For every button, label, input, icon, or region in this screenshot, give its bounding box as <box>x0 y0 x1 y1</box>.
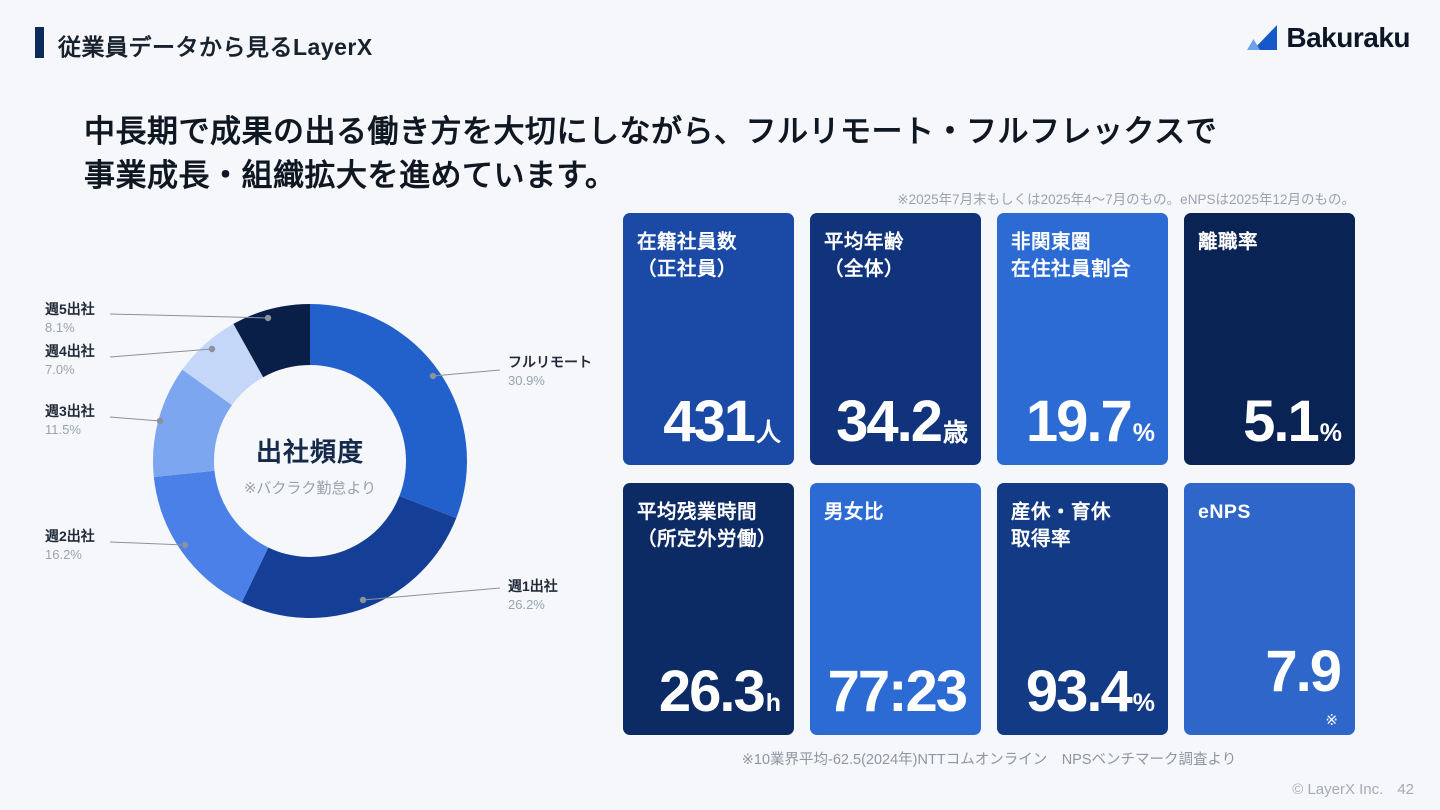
stat-card-value: 34.2歳 <box>836 389 968 454</box>
stats-grid: 在籍社員数 （正社員） 431人 平均年齢 （全体） 34.2歳 非関東圏 在住社員割… <box>623 213 1355 735</box>
leader-line <box>109 541 186 546</box>
leader-dot <box>156 417 164 425</box>
copyright-text: © LayerX Inc. <box>1292 781 1384 798</box>
attendance-donut-chart: 出社頻度 ※バクラク勤怠より フルリモート 30.9% 週1出社 26.2% 週2出社 1… <box>30 290 600 635</box>
donut-label-value: 26.2% <box>508 597 545 613</box>
stat-card-value: 77:23 <box>827 659 968 724</box>
donut-label-value: 16.2% <box>45 547 82 563</box>
stat-card: 平均残業時間 （所定外労働） 26.3h <box>623 483 794 735</box>
bakuraku-logo-text: Bakuraku <box>1286 22 1410 53</box>
donut-label-value: 11.5% <box>45 422 81 438</box>
donut-label-name: フルリモート <box>508 354 592 370</box>
donut-label-value: 7.0% <box>45 362 75 378</box>
stat-card-title: 産休・育休 取得率 <box>1011 501 1112 551</box>
stat-card-title: eNPS <box>1198 501 1251 523</box>
donut-label-value: 30.9% <box>508 373 545 389</box>
stat-card-title: 男女比 <box>824 501 885 523</box>
donut-slice <box>310 304 467 519</box>
leader-line <box>109 416 161 422</box>
headline-line-2: 事業成長・組織拡大を進めています。 <box>84 158 617 194</box>
donut-label: 週5出社 8.1% <box>45 299 155 338</box>
donut-label-name: 週5出社 <box>45 301 95 317</box>
page-number: 42 <box>1397 781 1414 798</box>
stat-card-value: 93.4% <box>1025 659 1155 724</box>
data-period-note: ※2025年7月末もしくは2025年4〜7月のもの。eNPSは2025年12月の… <box>897 192 1355 207</box>
enps-benchmark-note: ※10業界平均-62.5(2024年)NTTコムオンライン NPSベンチマーク調… <box>741 752 1237 768</box>
stat-card-title: 非関東圏 在住社員割合 <box>1011 231 1132 281</box>
stat-card: 産休・育休 取得率 93.4% <box>997 483 1168 735</box>
donut-label: フルリモート 30.9% <box>508 352 618 391</box>
donut-label-name: 週1出社 <box>508 578 558 594</box>
headline-line-1: 中長期で成果の出る働き方を大切にしながら、フルリモート・フルフレックスで <box>84 114 1218 149</box>
donut-slice <box>182 323 264 406</box>
leader-line <box>109 313 269 319</box>
leader-dot <box>264 314 272 322</box>
leader-dot <box>429 372 437 380</box>
donut-label: 週1出社 26.2% <box>508 576 618 615</box>
chart-subtitle: ※バクラク勤怠より <box>243 480 377 497</box>
leader-dot <box>181 541 189 549</box>
donut-slice <box>233 304 310 378</box>
stat-card-value: 5.1% <box>1243 389 1342 454</box>
stat-card-value: 26.3h <box>658 659 781 724</box>
stat-card-value: 7.9 <box>1265 639 1342 704</box>
donut-label: 週2出社 16.2% <box>45 526 155 565</box>
page-title: 従業員データから見るLayerX <box>58 34 373 60</box>
donut-svg <box>109 304 501 618</box>
stat-card-title: 平均残業時間 （所定外労働） <box>637 501 778 551</box>
leader-line <box>432 369 501 377</box>
donut-label-value: 8.1% <box>45 320 75 336</box>
stat-card: 離職率 5.1% <box>1184 213 1355 465</box>
leader-line <box>362 587 501 601</box>
footer: © LayerX Inc. 42 <box>1292 781 1414 798</box>
leader-dot <box>208 345 216 353</box>
chart-title: 出社頻度 <box>255 437 364 467</box>
donut-label-name: 週4出社 <box>45 343 95 359</box>
stat-card: 平均年齢 （全体） 34.2歳 <box>810 213 981 465</box>
donut-label-name: 週3出社 <box>45 403 95 419</box>
stat-card-title: 在籍社員数 （正社員） <box>637 231 738 281</box>
donut-label: 週4出社 7.0% <box>45 341 155 380</box>
stat-card-title: 平均年齢 （全体） <box>824 231 905 281</box>
stat-card-title: 離職率 <box>1198 231 1259 253</box>
donut-slice <box>153 470 269 603</box>
donut-slice <box>153 369 232 478</box>
donut-slice <box>241 495 457 618</box>
donut-center: 出社頻度 ※バクラク勤怠より <box>220 432 400 498</box>
stat-card-value: 19.7% <box>1025 389 1155 454</box>
bakuraku-logo-icon <box>1247 25 1278 50</box>
stat-card-value: 431人 <box>663 389 781 454</box>
leader-line <box>109 348 213 358</box>
bakuraku-logo: Bakuraku <box>1245 22 1410 54</box>
headline: 中長期で成果の出る働き方を大切にしながら、フルリモート・フルフレックスで 事業成… <box>84 110 1217 198</box>
donut-label: 週3出社 11.5% <box>45 401 155 440</box>
stat-card: 在籍社員数 （正社員） 431人 <box>623 213 794 465</box>
leader-dot <box>359 596 367 604</box>
stat-card: 男女比 77:23 <box>810 483 981 735</box>
donut-label-name: 週2出社 <box>45 528 95 544</box>
stat-card-footnote: ※ <box>1325 712 1338 729</box>
stat-card: 非関東圏 在住社員割合 19.7% <box>997 213 1168 465</box>
stat-card: eNPS 7.9 ※ <box>1184 483 1355 735</box>
title-accent-bar <box>35 27 44 58</box>
